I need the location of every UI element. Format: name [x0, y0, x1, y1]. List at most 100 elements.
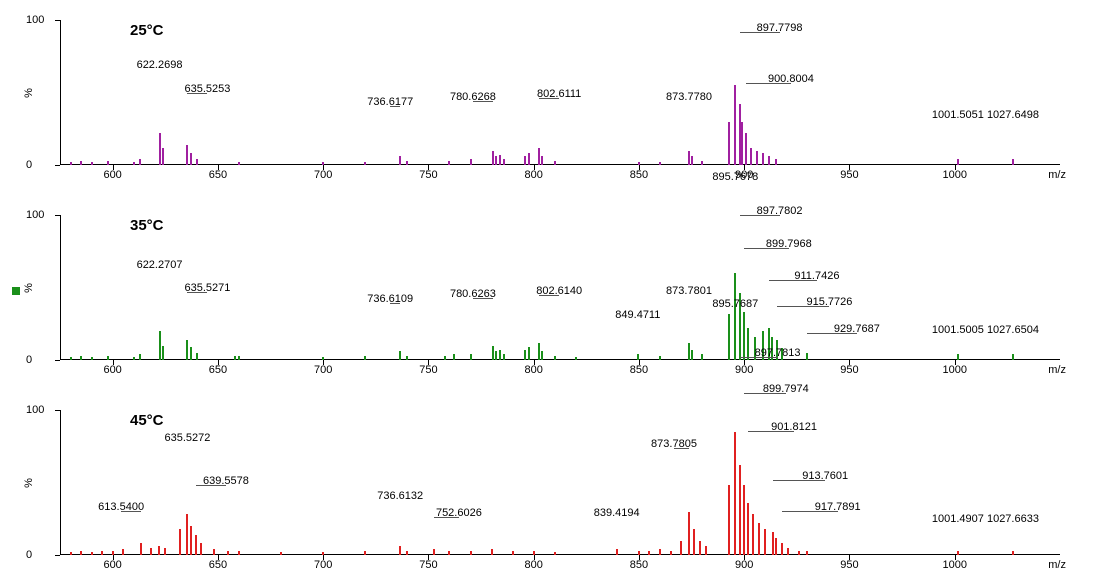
spectrum-peak — [164, 548, 166, 555]
y-axis-label: % — [23, 88, 35, 98]
x-tick-label: 1000 — [942, 169, 966, 181]
spectrum-peak — [1012, 159, 1014, 165]
spectrum-peak — [70, 552, 72, 555]
spectrum-peak — [528, 153, 530, 165]
spectrum-peak — [158, 546, 160, 555]
spectrum-peak — [133, 162, 135, 165]
spectrum-peak — [503, 354, 505, 360]
y-axis — [60, 215, 61, 360]
spectrum-peak — [122, 549, 124, 555]
spectrum-peak — [659, 356, 661, 360]
spectrum-peak — [499, 155, 501, 165]
x-tick-label: 850 — [630, 169, 648, 181]
x-tick-label: 1000 — [942, 559, 966, 571]
spectrum-peak — [322, 162, 324, 165]
spectrum-peak — [503, 159, 505, 165]
spectrum-peak — [80, 356, 82, 360]
spectrum-peak — [745, 133, 747, 165]
spectrum-peak — [364, 356, 366, 360]
x-tick-label: 700 — [314, 559, 332, 571]
peak-label: 895.7687 — [712, 298, 758, 310]
plot-area: 0100%6006507007508008509009501000m/z35°C… — [60, 215, 1060, 360]
x-tick-label: 750 — [419, 169, 437, 181]
spectrum-peak — [150, 548, 152, 555]
spectrum-peak — [638, 551, 640, 555]
spectrum-peak — [747, 328, 749, 360]
spectrum-peak — [495, 156, 497, 165]
spectrum-peak — [139, 354, 141, 360]
spectrum-peak — [91, 552, 93, 555]
spectrum-peak — [470, 159, 472, 165]
spectrum-peak — [200, 543, 202, 555]
x-tick-label: 650 — [209, 364, 227, 376]
label-leader — [187, 93, 207, 94]
peak-label: 736.6132 — [377, 490, 423, 502]
spectrum-peak — [762, 153, 764, 165]
x-tick-label: 750 — [419, 364, 437, 376]
spectrum-peak — [670, 551, 672, 555]
peak-label: 622.2698 — [137, 59, 183, 71]
spectrum-peak — [541, 156, 543, 165]
spectrum-peak — [741, 122, 743, 166]
spectrum-peak — [756, 151, 758, 166]
panel-title: 35°C — [130, 217, 164, 234]
spectrum-peak — [80, 551, 82, 555]
spectrum-peak — [538, 343, 540, 360]
spectrum-peak — [957, 354, 959, 360]
y-tick — [55, 165, 60, 166]
x-axis-label: m/z — [1048, 169, 1066, 181]
x-tick-label: 750 — [419, 559, 437, 571]
x-tick-label: 900 — [735, 364, 753, 376]
x-tick-label: 950 — [840, 559, 858, 571]
x-axis — [60, 164, 1060, 165]
label-leader — [539, 98, 559, 99]
y-tick — [55, 360, 60, 361]
label-leader — [740, 357, 778, 358]
spectrum-peak — [781, 543, 783, 555]
spectrum-peak — [554, 356, 556, 360]
x-axis-label: m/z — [1048, 364, 1066, 376]
spectrum-peak — [186, 514, 188, 555]
spectrum-peak — [399, 351, 401, 360]
spectrum-peak — [957, 159, 959, 165]
x-tick-label: 950 — [840, 364, 858, 376]
spectrum-peak — [195, 535, 197, 555]
spectrum-peak — [70, 357, 72, 360]
spectrum-peak — [734, 85, 736, 165]
y-axis-label: % — [23, 283, 35, 293]
label-leader — [674, 448, 689, 449]
label-leader — [390, 106, 400, 107]
spectrum-peak — [637, 354, 639, 360]
spectrum-peak — [238, 356, 240, 360]
spectrum-peak — [701, 354, 703, 360]
y-tick-label: 0 — [26, 159, 32, 171]
label-leader — [121, 511, 141, 512]
label-leader — [196, 485, 226, 486]
spectrum-peak — [750, 148, 752, 165]
spectrum-panel-1: 0100%6006507007508008509009501000m/z35°C… — [60, 215, 1060, 360]
x-axis-label: m/z — [1048, 559, 1066, 571]
spectrum-peak — [616, 549, 618, 555]
spectrum-peak — [448, 551, 450, 555]
spectrum-peak — [112, 551, 114, 555]
spectrum-peak — [691, 350, 693, 360]
x-tick-label: 800 — [524, 364, 542, 376]
y-axis — [60, 410, 61, 555]
spectrum-peak — [798, 551, 800, 555]
spectrum-peak — [699, 541, 701, 556]
x-axis — [60, 359, 1060, 360]
y-tick — [55, 215, 60, 216]
spectrum-peak — [524, 350, 526, 360]
peak-label: 1001.4907 — [932, 513, 984, 525]
y-tick — [55, 410, 60, 411]
spectrum-peak — [238, 162, 240, 165]
peak-label: 873.7780 — [666, 91, 712, 103]
spectrum-peak — [538, 148, 540, 165]
spectrum-peak — [492, 346, 494, 361]
spectrum-peak — [453, 354, 455, 360]
y-tick-label: 100 — [26, 209, 44, 221]
spectrum-peak — [364, 162, 366, 165]
spectrum-peak — [196, 159, 198, 165]
spectrum-peak — [524, 156, 526, 165]
peak-label: 839.4194 — [594, 507, 640, 519]
